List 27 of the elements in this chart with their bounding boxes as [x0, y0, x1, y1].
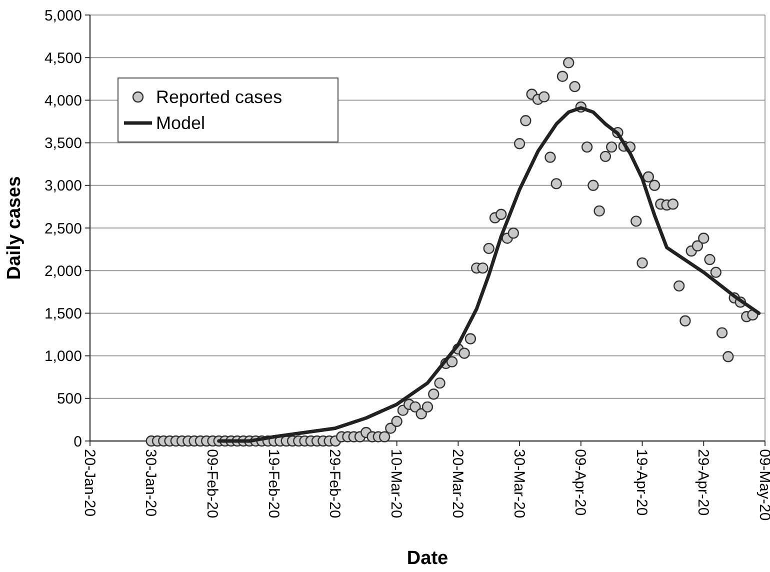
x-tick-label: 29-Apr-20: [694, 449, 712, 516]
x-tick-label: 09-Apr-20: [572, 449, 589, 516]
y-tick-label: 2,000: [44, 262, 82, 280]
y-axis-title: Daily cases: [4, 176, 25, 280]
y-tick-label: 4,500: [44, 50, 82, 67]
y-tick-label: 4,000: [44, 92, 82, 110]
x-tick-label: 09-May-20: [756, 449, 770, 521]
x-axis-title: Date: [406, 548, 448, 569]
y-tick-label: 5,000: [44, 7, 82, 24]
y-tick-label: 3,500: [44, 135, 82, 152]
x-tick-label: 20-Mar-20: [448, 449, 466, 518]
y-tick-label: 500: [56, 390, 82, 408]
x-tick-label: 30-Mar-20: [510, 449, 528, 518]
legend-label: Reported cases: [156, 87, 282, 107]
y-tick-label: 1,000: [44, 348, 82, 366]
x-tick-label: 30-Jan-20: [142, 449, 160, 517]
x-tick-label: 09-Feb-20: [203, 449, 220, 518]
x-tick-label: 20-Jan-20: [80, 449, 98, 517]
y-tick-label: 1,500: [44, 305, 82, 322]
x-tick-label: 19-Apr-20: [633, 449, 650, 516]
y-tick-label: 0: [74, 433, 82, 450]
x-tick-label: 29-Feb-20: [326, 449, 344, 518]
y-tick-label: 3,000: [44, 178, 82, 195]
y-tick-label: 2,500: [44, 220, 82, 238]
legend-label: Model: [156, 113, 206, 133]
x-tick-label: 10-Mar-20: [388, 449, 405, 518]
x-tick-label: 19-Feb-20: [264, 449, 282, 518]
